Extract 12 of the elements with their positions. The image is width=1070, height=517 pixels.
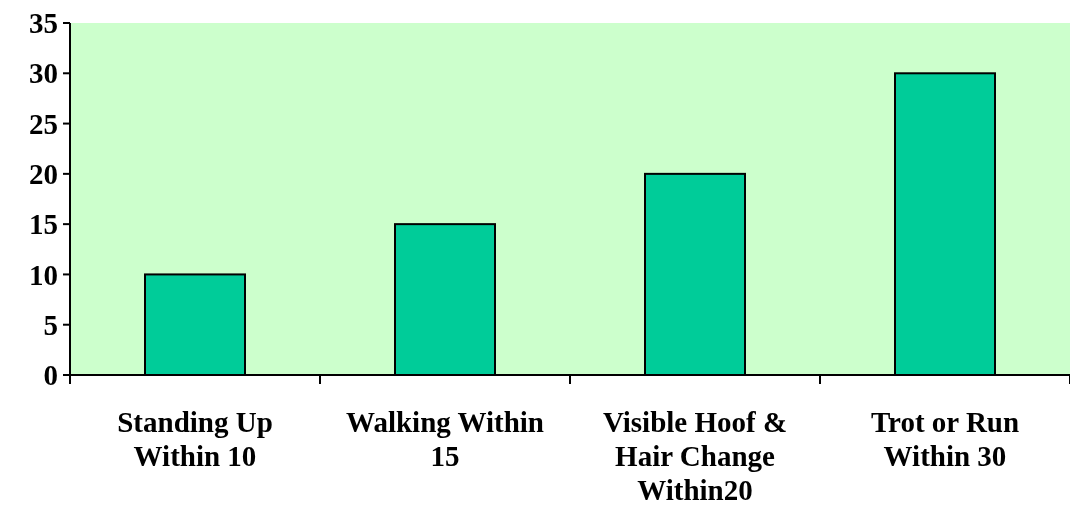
y-tick-label: 5: [43, 308, 58, 341]
x-tick-label: Walking Within 15: [345, 406, 545, 472]
y-tick-label: 20: [29, 158, 58, 191]
y-tick-label: 15: [29, 208, 58, 241]
y-tick-label: 0: [43, 359, 58, 392]
x-tick-label: Visible Hoof & Hair Change Within20: [602, 406, 788, 506]
y-tick-label: 25: [29, 107, 58, 140]
y-tick-label: 35: [29, 7, 58, 40]
y-tick-label: 10: [29, 258, 58, 291]
y-tick-label: 30: [29, 57, 58, 90]
x-tick-label: Standing Up Within 10: [117, 406, 273, 472]
x-tick-label: Trot or Run Within 30: [870, 406, 1020, 472]
